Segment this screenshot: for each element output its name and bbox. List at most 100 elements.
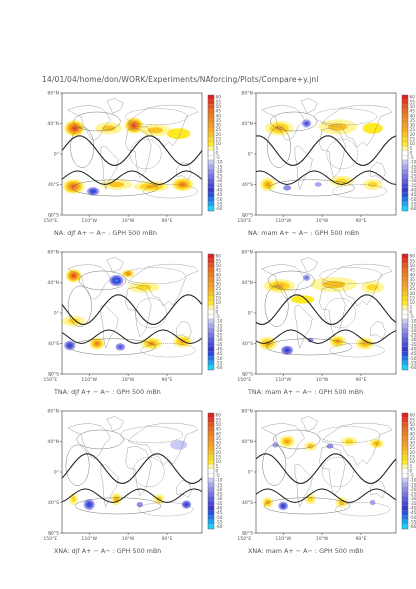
colorbar-swatch xyxy=(207,412,215,418)
colorbar-swatch xyxy=(401,286,409,292)
colorbar-swatch xyxy=(401,173,409,179)
colorbar-label: -50 xyxy=(410,356,416,362)
coastline xyxy=(294,145,313,190)
lat-tick-label: 40°S xyxy=(48,182,59,188)
lat-tick-label: 40°N xyxy=(47,439,59,445)
colorbar-label: -25 xyxy=(216,333,223,339)
anomaly-shade xyxy=(179,182,186,187)
contour-line xyxy=(317,426,380,444)
colorbar-label: -15 xyxy=(216,323,223,329)
colorbar-label: 60 xyxy=(216,254,222,260)
colorbar-swatch xyxy=(401,122,409,128)
colorbar-label: -30 xyxy=(216,178,223,184)
plot-file-title: 14/01/04/home/don/WORK/Experiments/NAfor… xyxy=(42,75,319,84)
coastline xyxy=(106,257,124,273)
lat-tick-label: 80°S xyxy=(48,372,59,378)
colorbar-label: -60 xyxy=(216,206,223,212)
colorbar-label: 55 xyxy=(410,258,416,264)
colorbar-label: 55 xyxy=(410,99,416,105)
colorbar-swatch xyxy=(401,132,409,137)
anomaly-shade xyxy=(335,178,348,184)
colorbar-frame xyxy=(401,412,409,530)
zero-contour xyxy=(62,329,202,345)
anomaly-shade xyxy=(114,497,119,502)
lon-tick-label: 150°E xyxy=(43,218,57,224)
coastline xyxy=(106,98,124,114)
lat-tick-label: 80°S xyxy=(48,531,59,537)
colorbar-label: -35 xyxy=(410,342,416,348)
contour-line xyxy=(68,285,92,327)
zero-contour xyxy=(62,453,202,484)
contour-line xyxy=(122,267,186,285)
anomaly-shade xyxy=(67,318,80,324)
anomaly-shade xyxy=(179,339,186,344)
colorbar-swatch xyxy=(401,510,409,516)
map-area xyxy=(62,411,202,533)
contour-line xyxy=(75,497,161,515)
contour-line xyxy=(263,497,350,515)
colorbar-swatch xyxy=(401,169,409,174)
colorbar-swatch xyxy=(207,122,215,128)
colorbar-swatch xyxy=(207,468,215,474)
colorbar-swatch xyxy=(207,337,215,343)
colorbar-swatch xyxy=(401,267,409,273)
colorbar-label: 0 xyxy=(410,468,413,474)
contour-line xyxy=(76,429,124,450)
anomaly-shade xyxy=(95,341,99,346)
colorbar-label: -50 xyxy=(216,515,223,521)
zero-contour xyxy=(62,135,202,166)
colorbar-swatch xyxy=(401,141,409,147)
anomaly-shade xyxy=(304,276,309,280)
colorbar-label: 35 xyxy=(410,277,416,283)
colorbar-label: 15 xyxy=(410,454,416,460)
colorbar-label: -20 xyxy=(410,487,416,493)
colorbar-swatch xyxy=(207,263,215,268)
colorbar-swatch xyxy=(207,197,215,202)
colorbar-swatch xyxy=(401,473,409,479)
anomaly-shade xyxy=(91,190,95,193)
lon-tick-label: 150°E xyxy=(237,218,251,224)
colorbar-label: -55 xyxy=(216,519,223,525)
anomaly-shade xyxy=(305,122,309,125)
colorbar-swatch xyxy=(401,309,409,315)
coastline xyxy=(300,416,318,432)
colorbar-label: -30 xyxy=(216,496,223,502)
colorbar-swatch xyxy=(401,436,409,441)
colorbar-swatch xyxy=(401,197,409,202)
lat-tick-label: 80°N xyxy=(241,91,253,97)
coastline xyxy=(100,304,119,349)
anomaly-shade xyxy=(265,182,271,187)
colorbar-label: 55 xyxy=(216,258,222,264)
contour-line xyxy=(329,343,385,358)
colorbar-label: -20 xyxy=(410,328,416,334)
colorbar-swatch xyxy=(401,505,409,511)
coastline xyxy=(370,161,386,181)
contour-line xyxy=(78,270,126,291)
colorbar-label: -20 xyxy=(216,169,223,175)
colorbar-swatch xyxy=(207,173,215,179)
colorbar-swatch xyxy=(401,482,409,488)
colorbar-label: -55 xyxy=(410,201,416,207)
colorbar-swatch xyxy=(207,127,215,133)
contour-line xyxy=(335,502,390,517)
lat-tick-label: 80°N xyxy=(47,91,59,97)
colorbar-label: 20 xyxy=(216,291,222,297)
colorbar-swatch xyxy=(207,450,215,455)
colorbar-swatch xyxy=(401,459,409,465)
colorbar-label: 40 xyxy=(216,272,222,278)
coastline xyxy=(100,145,119,190)
colorbar-label: 45 xyxy=(216,427,222,433)
colorbar-swatch xyxy=(207,145,215,151)
colorbar-label: 20 xyxy=(410,450,416,456)
colorbar-swatch xyxy=(207,328,215,333)
colorbar-swatch xyxy=(401,155,409,161)
colorbar-swatch xyxy=(401,206,409,212)
colorbar-label: -15 xyxy=(216,482,223,488)
colorbar-label: 10 xyxy=(410,300,416,306)
colorbar-swatch xyxy=(401,519,409,525)
colorbar-label: 45 xyxy=(410,427,416,433)
contour-line xyxy=(135,297,167,329)
contour-line xyxy=(273,429,321,450)
colorbar-swatch xyxy=(207,155,215,161)
colorbar-swatch xyxy=(401,450,409,455)
